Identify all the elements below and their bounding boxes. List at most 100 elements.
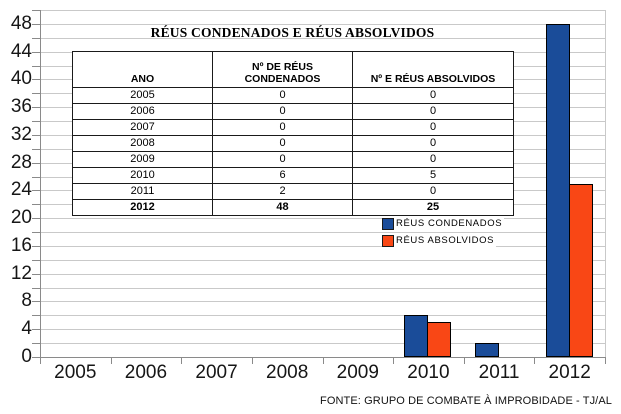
table-cell: 0 xyxy=(352,151,514,168)
gridline xyxy=(40,37,605,39)
gridline xyxy=(40,23,605,25)
y-axis-tick xyxy=(32,273,40,275)
table-cell: 2005 xyxy=(72,87,213,104)
x-axis-tick-label: 2011 xyxy=(478,362,520,383)
bar-condenados-2012 xyxy=(545,23,570,357)
y-axis-tick-label: 8 xyxy=(21,290,32,312)
y-axis-tick xyxy=(32,134,40,136)
legend-label: RÉUS ABSOLVIDOS xyxy=(394,235,497,247)
table-cell: 0 xyxy=(212,135,353,152)
legend-swatch-icon xyxy=(382,218,394,230)
table-row: 2005 0 0 xyxy=(72,87,514,104)
y-axis-tick xyxy=(32,65,40,67)
y-axis-tick xyxy=(32,301,40,303)
legend-label: RÉUS CONDENADOS xyxy=(394,218,505,230)
table-cell: 25 xyxy=(352,199,514,216)
y-axis-tick-label: 44 xyxy=(10,40,32,62)
y-axis-tick xyxy=(32,245,40,247)
table-row: 2012 48 25 xyxy=(72,199,514,216)
x-axis-tick xyxy=(251,357,253,364)
data-table-body: 2005 0 0 2006 0 0 2007 0 0 2008 0 0 2009 0 0 2010 6 5 2011… xyxy=(72,87,514,216)
table-cell: 0 xyxy=(212,103,353,120)
y-axis-tick xyxy=(32,357,40,358)
table-row: 2009 0 0 xyxy=(72,151,514,168)
y-axis-tick-label: 24 xyxy=(10,179,32,201)
x-axis-tick-label: 2010 xyxy=(407,362,450,383)
table-cell: 5 xyxy=(352,167,514,184)
y-axis-tick-label: 40 xyxy=(10,68,32,90)
table-row: 2006 0 0 xyxy=(72,103,514,120)
y-axis-tick-label: 0 xyxy=(21,346,32,367)
x-axis-tick xyxy=(534,357,536,364)
table-header-cell: ANO xyxy=(72,51,213,88)
y-axis-tick xyxy=(32,162,40,164)
y-axis-tick-label: 32 xyxy=(10,123,32,145)
table-cell: 0 xyxy=(212,119,353,136)
y-axis-line xyxy=(40,10,41,358)
bar-absolvidos-2010 xyxy=(427,322,452,357)
gridline xyxy=(40,10,605,11)
y-axis-tick xyxy=(32,204,40,206)
y-axis-tick xyxy=(32,93,40,95)
table-cell: 48 xyxy=(212,199,353,216)
y-axis-tick-label: 12 xyxy=(10,262,32,284)
x-axis-tick xyxy=(463,357,465,364)
bar-condenados-2011 xyxy=(475,343,500,357)
y-axis-tick xyxy=(32,343,40,345)
y-axis-tick-label: 20 xyxy=(10,207,32,229)
table-cell: 6 xyxy=(212,167,353,184)
bar-condenados-2010 xyxy=(404,315,429,357)
table-header-cell: Nº E RÉUS ABSOLVIDOS xyxy=(352,51,514,88)
gridline xyxy=(40,287,605,289)
y-axis-tick xyxy=(32,190,40,192)
source-note: FONTE: GRUPO DE COMBATE À IMPROBIDADE - … xyxy=(320,395,612,407)
y-axis-tick xyxy=(32,107,40,109)
y-axis-tick xyxy=(32,10,40,11)
gridline xyxy=(40,315,605,317)
x-axis-tick-label: 2008 xyxy=(266,362,309,383)
legend-item: RÉUS CONDENADOS xyxy=(382,218,505,230)
y-axis-tick xyxy=(32,23,40,25)
x-axis-tick xyxy=(393,357,395,364)
gridline xyxy=(40,329,605,331)
bar-absolvidos-2012 xyxy=(568,183,593,357)
x-axis-tick-label: 2009 xyxy=(336,362,379,383)
table-cell: 0 xyxy=(352,183,514,200)
gridline xyxy=(40,245,605,247)
table-cell: 2009 xyxy=(72,151,213,168)
table-cell: 2010 xyxy=(72,167,213,184)
table-cell: 2007 xyxy=(72,119,213,136)
y-axis-tick xyxy=(32,79,40,81)
table-header-cell: Nº DE RÉUS CONDENADOS xyxy=(212,51,353,88)
table-row: 2010 6 5 xyxy=(72,167,514,184)
gridline xyxy=(40,343,605,345)
x-axis-tick-label: 2007 xyxy=(195,362,238,383)
table-cell: 0 xyxy=(212,87,353,104)
table-cell: 2008 xyxy=(72,135,213,152)
table-cell: 0 xyxy=(352,119,514,136)
y-axis-tick xyxy=(32,329,40,331)
chart-legend: RÉUS CONDENADOS RÉUS ABSOLVIDOS xyxy=(382,218,505,252)
x-axis-line xyxy=(33,357,606,358)
x-axis-tick xyxy=(605,357,606,364)
data-table: ANO Nº DE RÉUS CONDENADOS Nº E RÉUS ABSOLVI… xyxy=(72,51,514,216)
x-axis-tick-label: 2012 xyxy=(548,362,591,383)
table-row: 2011 2 0 xyxy=(72,183,514,200)
table-row: 2007 0 0 xyxy=(72,119,514,136)
table-cell: 2011 xyxy=(72,183,213,200)
y-axis-tick xyxy=(32,218,40,220)
x-axis-tick xyxy=(322,357,324,364)
gridline xyxy=(40,273,605,275)
gridline xyxy=(40,259,605,261)
gridline xyxy=(40,218,605,220)
x-axis-tick-label: 2005 xyxy=(54,362,97,383)
table-cell: 0 xyxy=(352,103,514,120)
y-axis-tick-label: 4 xyxy=(21,318,32,340)
legend-item: RÉUS ABSOLVIDOS xyxy=(382,235,504,247)
table-cell: 0 xyxy=(352,87,514,104)
y-axis-tick xyxy=(32,148,40,150)
table-cell: 2012 xyxy=(72,199,213,216)
y-axis-tick xyxy=(32,287,40,289)
x-axis-tick xyxy=(181,357,183,364)
